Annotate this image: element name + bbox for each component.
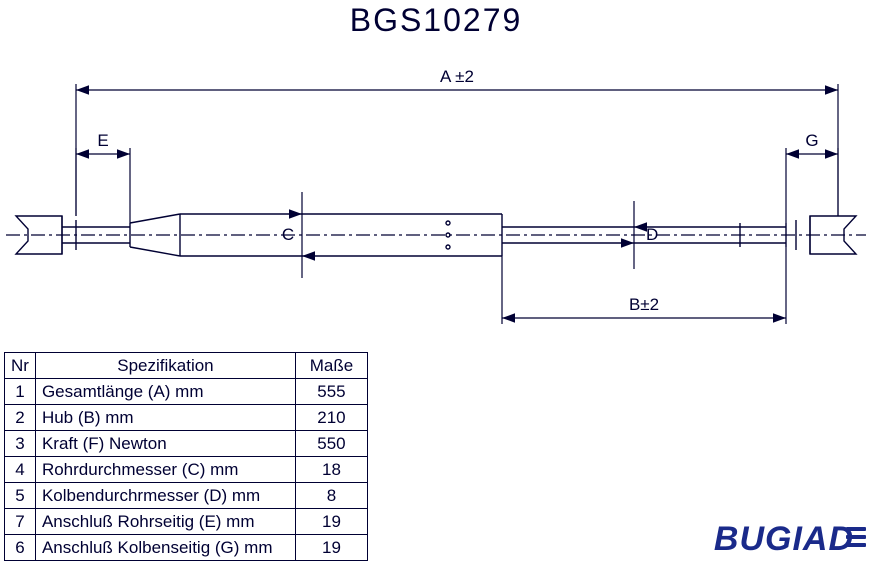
cell-nr: 2 (5, 405, 36, 431)
cell-val: 210 (295, 405, 367, 431)
specification-table: Nr Spezifikation Maße 1Gesamtlänge (A) m… (4, 352, 368, 561)
cell-val: 19 (295, 509, 367, 535)
svg-text:B±2: B±2 (629, 295, 659, 314)
svg-text:D: D (646, 225, 658, 244)
svg-text:E: E (97, 131, 108, 150)
table-row: 3Kraft (F) Newton550 (5, 431, 368, 457)
cell-val: 555 (295, 379, 367, 405)
cell-nr: 6 (5, 535, 36, 561)
table-row: 1Gesamtlänge (A) mm555 (5, 379, 368, 405)
cell-val: 550 (295, 431, 367, 457)
header-spec: Spezifikation (35, 353, 295, 379)
cell-spec: Hub (B) mm (35, 405, 295, 431)
header-nr: Nr (5, 353, 36, 379)
table-row: 4Rohrdurchmesser (C) mm18 (5, 457, 368, 483)
svg-text:C: C (282, 225, 294, 244)
cell-nr: 3 (5, 431, 36, 457)
cell-spec: Rohrdurchmesser (C) mm (35, 457, 295, 483)
svg-text:G: G (805, 131, 818, 150)
brand-decoration (846, 527, 866, 551)
header-val: Maße (295, 353, 367, 379)
cell-val: 8 (295, 483, 367, 509)
cell-nr: 5 (5, 483, 36, 509)
table-row: 6Anschluß Kolbenseitig (G) mm19 (5, 535, 368, 561)
table-row: 2Hub (B) mm210 (5, 405, 368, 431)
cell-spec: Anschluß Rohrseitig (E) mm (35, 509, 295, 535)
cell-spec: Kolbendurchrmesser (D) mm (35, 483, 295, 509)
table-row: 5Kolbendurchrmesser (D) mm8 (5, 483, 368, 509)
cell-val: 19 (295, 535, 367, 561)
table-header-row: Nr Spezifikation Maße (5, 353, 368, 379)
brand-logo: BUGIAD (714, 520, 854, 559)
cell-spec: Kraft (F) Newton (35, 431, 295, 457)
cell-nr: 1 (5, 379, 36, 405)
cell-spec: Anschluß Kolbenseitig (G) mm (35, 535, 295, 561)
cell-nr: 4 (5, 457, 36, 483)
cell-spec: Gesamtlänge (A) mm (35, 379, 295, 405)
part-number-title: BGS10279 (350, 2, 523, 39)
technical-drawing: A ±2 E G B±2 C D (0, 40, 872, 340)
cell-nr: 7 (5, 509, 36, 535)
table-row: 7Anschluß Rohrseitig (E) mm19 (5, 509, 368, 535)
cell-val: 18 (295, 457, 367, 483)
svg-text:A ±2: A ±2 (440, 67, 474, 86)
